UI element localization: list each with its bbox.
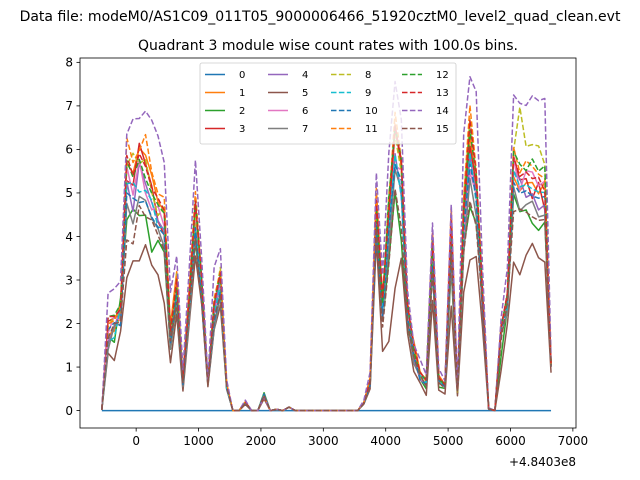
y-axis: 0 1 2 3 4 5 6 7 8 (65, 56, 80, 418)
plot-area: 0 1000 2000 3000 4000 5000 6000 7000 012345678 … (65, 56, 588, 469)
legend-entry-0: 0 (205, 70, 245, 81)
legend-label: 3 (239, 124, 245, 135)
legend-entry-10: 10 (331, 106, 378, 117)
legend-frame (199, 62, 457, 145)
x-tick-label: 4000 (370, 434, 401, 448)
legend-entry-1: 1 (205, 88, 245, 99)
legend-entry-15: 15 (402, 124, 449, 135)
legend-label: 5 (302, 88, 308, 99)
y-tick-label: 8 (65, 56, 73, 70)
legend-entry-3: 3 (205, 124, 245, 135)
legend-label: 10 (365, 106, 378, 117)
x-offset-label: +4.8403e8 (509, 455, 576, 469)
y-tick-label: 6 (65, 143, 73, 157)
legend-label: 6 (302, 106, 308, 117)
legend-entry-2: 2 (205, 106, 245, 117)
y-tick-label: 7 (65, 99, 73, 113)
legend-entry-9: 9 (331, 88, 371, 99)
legend-label: 4 (302, 70, 308, 81)
legend-label: 15 (436, 124, 449, 135)
x-tick-label: 6000 (495, 434, 526, 448)
legend-label: 13 (436, 88, 449, 99)
legend-entry-12: 12 (402, 70, 449, 81)
suptitle: Data file: modeM0/AS1C09_011T05_90000064… (20, 9, 621, 25)
y-tick-label: 2 (65, 317, 73, 331)
legend-label: 9 (365, 88, 371, 99)
legend-entry-7: 7 (268, 124, 308, 135)
y-tick-label: 3 (65, 273, 73, 287)
legend-label: 14 (436, 106, 449, 117)
series-lines (101, 75, 552, 412)
chart-title: Quadrant 3 module wise count rates with … (138, 38, 518, 54)
x-tick-label: 7000 (558, 434, 589, 448)
legend-entry-6: 6 (268, 106, 308, 117)
legend-entry-8: 8 (331, 70, 371, 81)
legend-label: 8 (365, 70, 371, 81)
y-tick-label: 1 (65, 360, 73, 374)
legend-entry-13: 13 (402, 88, 449, 99)
legend-label: 11 (365, 124, 378, 135)
legend-label: 2 (239, 106, 245, 117)
x-tick-label: 5000 (433, 434, 464, 448)
x-tick-label: 3000 (308, 434, 339, 448)
series-line-15 (101, 188, 552, 412)
x-tick-label: 2000 (246, 434, 277, 448)
y-tick-label: 5 (65, 186, 73, 200)
axes-frame (79, 57, 577, 429)
legend-label: 7 (302, 124, 308, 135)
legend-label: 0 (239, 70, 245, 81)
legend-entry-11: 11 (331, 124, 378, 135)
y-tick-label: 4 (65, 230, 73, 244)
x-axis: 0 1000 2000 3000 4000 5000 6000 7000 (132, 428, 588, 448)
legend-entry-4: 4 (268, 70, 308, 81)
x-tick-label: 1000 (183, 434, 214, 448)
series-line-10 (101, 163, 552, 412)
y-tick-label: 0 (65, 404, 73, 418)
legend-label: 1 (239, 88, 245, 99)
legend-label: 12 (436, 70, 449, 81)
legend-entry-14: 14 (402, 106, 449, 117)
legend-entry-5: 5 (268, 88, 308, 99)
x-tick-label: 0 (132, 434, 140, 448)
